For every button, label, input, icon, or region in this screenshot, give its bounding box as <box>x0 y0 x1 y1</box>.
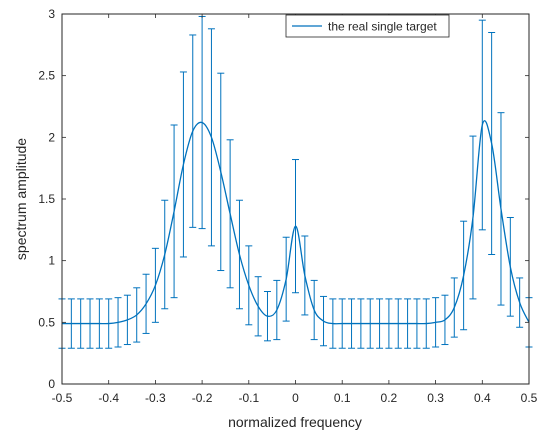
x-tick-label: 0.1 <box>334 391 351 405</box>
series-layer <box>58 15 533 349</box>
y-tick-label: 2.5 <box>38 69 55 83</box>
y-tick-label: 1.5 <box>38 192 55 206</box>
legend: the real single target <box>285 14 450 38</box>
series-line <box>62 120 530 325</box>
x-tick-label: 0.3 <box>427 391 444 405</box>
ticks-layer: -0.5 -0.4 -0.3 -0.2 -0.1 0 0.1 0.2 0.3 0.4 0.5 0 0.5… <box>38 7 537 405</box>
x-tick-label: -0.5 <box>52 391 73 405</box>
y-tick-label: 0 <box>48 377 55 391</box>
x-tick-label: -0.2 <box>192 391 213 405</box>
x-axis-label: normalized frequency <box>228 414 362 430</box>
y-tick-label: 1 <box>48 254 55 268</box>
x-tick-label: 0.5 <box>521 391 538 405</box>
legend-label: the real single target <box>328 20 437 34</box>
x-tick-label: 0.4 <box>474 391 491 405</box>
x-tick-label: -0.4 <box>98 391 119 405</box>
y-tick-label: 3 <box>48 7 55 21</box>
x-tick-label: -0.3 <box>145 391 166 405</box>
x-tick-label: -0.1 <box>238 391 259 405</box>
y-tick-label: 0.5 <box>38 315 55 329</box>
legend-box <box>285 14 450 38</box>
x-tick-label: 0.2 <box>381 391 398 405</box>
y-tick-label: 2 <box>48 130 55 144</box>
y-axis-label: spectrum amplitude <box>13 138 29 260</box>
x-tick-label: 0 <box>292 391 299 405</box>
